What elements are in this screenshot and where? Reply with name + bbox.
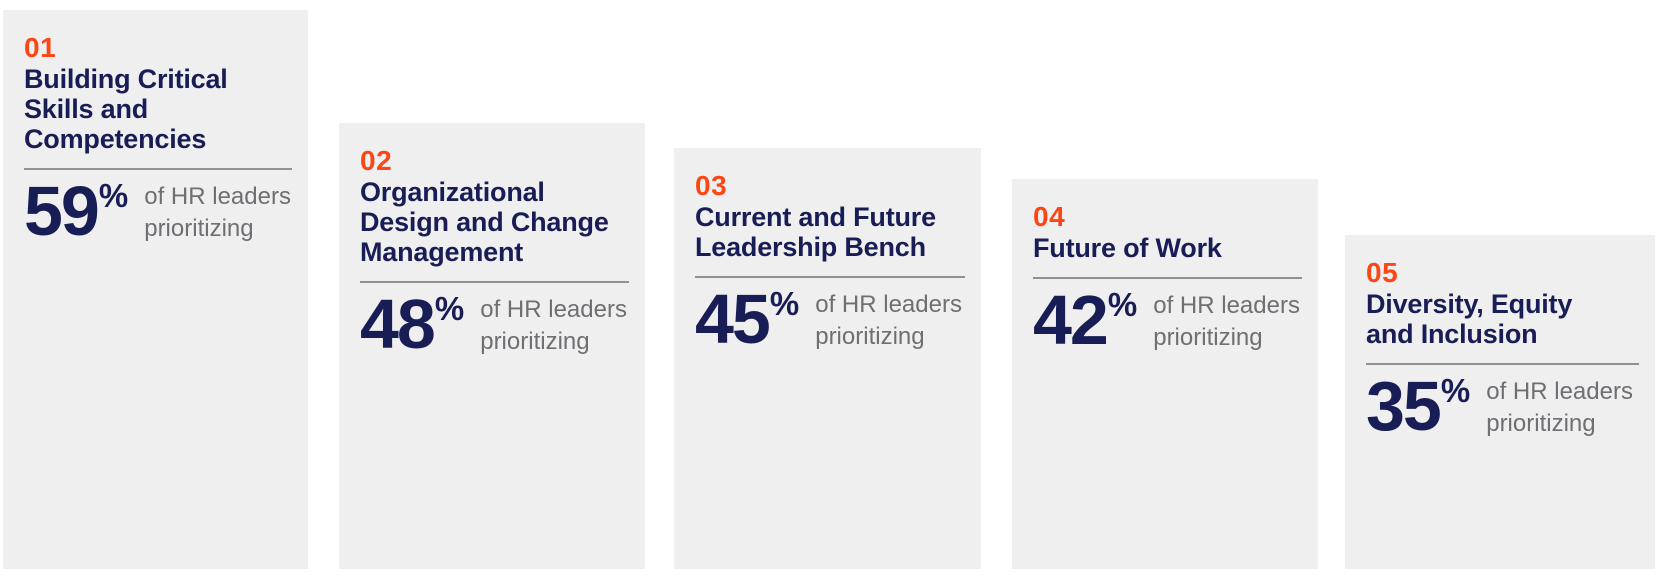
- card-title: Organizational Design and Change Managem…: [360, 177, 629, 267]
- card-title-line: Management: [360, 237, 524, 267]
- stat-label: of HR leaders prioritizing: [815, 289, 962, 354]
- divider-line: [695, 276, 965, 278]
- stat-label-line: prioritizing: [1486, 410, 1596, 437]
- card-title-line: and Inclusion: [1366, 319, 1538, 349]
- stat-value-wrap: 42 %: [1033, 285, 1137, 355]
- stat-label-line: prioritizing: [144, 215, 254, 242]
- stat-value-wrap: 59 %: [24, 176, 128, 246]
- stat-value-wrap: 45 %: [695, 284, 799, 354]
- card-title-line: Future of Work: [1033, 233, 1222, 263]
- stat-label-line: prioritizing: [1153, 324, 1263, 351]
- stat-label-line: of HR leaders: [144, 183, 291, 210]
- stat-value: 35: [1366, 367, 1442, 445]
- card-title-line: Design and Change: [360, 207, 609, 237]
- stat-label-line: of HR leaders: [480, 296, 627, 323]
- stat-label-line: of HR leaders: [1153, 292, 1300, 319]
- rank-number: 04: [1033, 201, 1066, 232]
- stat-value: 42: [1033, 281, 1109, 359]
- divider-line: [24, 168, 292, 170]
- percent-sign: %: [1107, 286, 1138, 323]
- stat-label: of HR leaders prioritizing: [480, 294, 627, 359]
- percent-sign: %: [434, 290, 465, 327]
- stat-row: 59 % of HR leaders prioritizing: [24, 176, 292, 246]
- stat-label-line: prioritizing: [815, 323, 925, 350]
- card-title: Future of Work: [1033, 233, 1302, 263]
- divider-line: [360, 281, 629, 283]
- priority-card-2: 02 Organizational Design and Change Mana…: [339, 123, 645, 569]
- card-title-line: Competencies: [24, 124, 207, 154]
- card-title: Diversity, Equity and Inclusion: [1366, 289, 1639, 349]
- stat-value-wrap: 48 %: [360, 289, 464, 359]
- priority-card-4: 04 Future of Work 42 % of HR leaders pri…: [1012, 179, 1318, 569]
- stat-row: 45 % of HR leaders prioritizing: [695, 284, 965, 354]
- card-title-line: Building Critical: [24, 64, 228, 94]
- card-title: Current and Future Leadership Bench: [695, 202, 965, 262]
- stat-row: 48 % of HR leaders prioritizing: [360, 289, 629, 359]
- card-title-line: Leadership Bench: [695, 232, 926, 262]
- stat-label-line: of HR leaders: [815, 291, 962, 318]
- stat-row: 35 % of HR leaders prioritizing: [1366, 371, 1639, 441]
- percent-sign: %: [98, 177, 129, 214]
- card-title-line: Organizational: [360, 177, 545, 207]
- stat-label: of HR leaders prioritizing: [144, 181, 291, 246]
- stat-row: 42 % of HR leaders prioritizing: [1033, 285, 1302, 355]
- card-title-line: Diversity, Equity: [1366, 289, 1573, 319]
- percent-sign: %: [769, 285, 800, 322]
- stat-value-wrap: 35 %: [1366, 371, 1470, 441]
- stat-value: 48: [360, 285, 436, 363]
- rank-number: 05: [1366, 257, 1399, 288]
- rank-number: 03: [695, 170, 728, 201]
- rank-number: 01: [24, 32, 57, 63]
- priority-card-5: 05 Diversity, Equity and Inclusion 35 % …: [1345, 235, 1655, 569]
- divider-line: [1033, 277, 1302, 279]
- rank-number: 02: [360, 145, 393, 176]
- priority-card-3: 03 Current and Future Leadership Bench 4…: [674, 148, 981, 569]
- stat-value: 59: [24, 172, 100, 250]
- card-title-line: Current and Future: [695, 202, 936, 232]
- percent-sign: %: [1440, 372, 1471, 409]
- card-title: Building Critical Skills and Competencie…: [24, 64, 292, 154]
- stat-label-line: prioritizing: [480, 328, 590, 355]
- stat-label-line: of HR leaders: [1486, 378, 1633, 405]
- card-title-line: Skills and: [24, 94, 149, 124]
- priority-card-1: 01 Building Critical Skills and Competen…: [3, 10, 308, 569]
- stat-label: of HR leaders prioritizing: [1153, 290, 1300, 355]
- divider-line: [1366, 363, 1639, 365]
- stat-label: of HR leaders prioritizing: [1486, 376, 1633, 441]
- stat-value: 45: [695, 280, 771, 358]
